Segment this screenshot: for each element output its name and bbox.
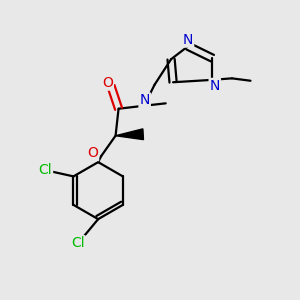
Polygon shape bbox=[116, 129, 143, 140]
Text: N: N bbox=[140, 93, 150, 107]
Text: N: N bbox=[210, 79, 220, 93]
Text: O: O bbox=[87, 146, 98, 160]
Text: O: O bbox=[102, 76, 113, 90]
Text: Cl: Cl bbox=[38, 163, 52, 177]
Text: N: N bbox=[183, 33, 193, 47]
Text: Cl: Cl bbox=[71, 236, 85, 250]
